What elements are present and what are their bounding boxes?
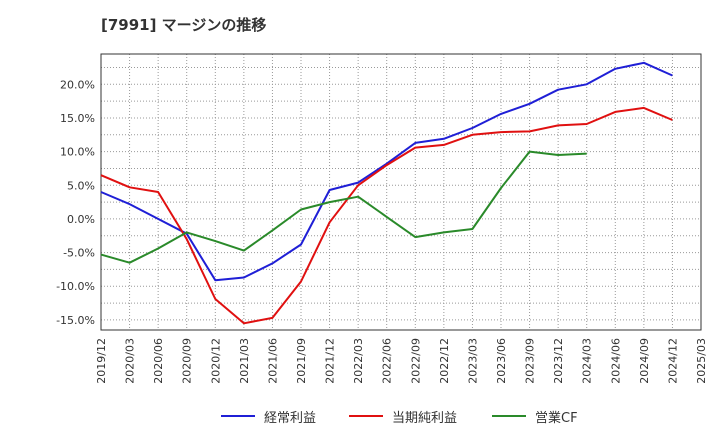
legend-swatch (492, 415, 526, 417)
series-layer (100, 61, 673, 325)
series-line-1 (100, 106, 673, 325)
x-tick-label: 2023/06 (495, 338, 508, 384)
y-tick-labels: 20.0% 15.0% 10.0% 5.0% 0.0% -5.0% -10.0% -15.0% (56, 78, 95, 327)
chart-title: [7991] マージンの推移 (101, 16, 267, 34)
x-tick-label: 2024/06 (609, 338, 622, 384)
x-tick-label: 2025/03 (695, 338, 708, 384)
grid-layer (101, 54, 701, 330)
legend-label: 経常利益 (264, 410, 317, 426)
legend: 経常利益 当期純利益 営業CF (0, 404, 720, 428)
y-tick-label: -5.0% (63, 247, 95, 260)
x-tick-label: 2020/09 (181, 338, 194, 384)
x-tick-label: 2021/09 (295, 338, 308, 384)
legend-swatch (221, 415, 255, 417)
x-tick-label: 2020/12 (209, 338, 222, 384)
x-tick-label: 2024/12 (666, 338, 679, 384)
x-tick-label: 2022/09 (409, 338, 422, 384)
legend-label: 当期純利益 (392, 410, 458, 426)
x-tick-label: 2021/12 (324, 338, 337, 384)
x-tick-labels: 2019/12 2020/03 2020/06 2020/09 2020/12 2021/… (95, 338, 708, 384)
legend-swatch (349, 415, 383, 417)
series-line-0 (100, 61, 673, 282)
y-tick-label: 10.0% (60, 146, 95, 159)
x-tick-label: 2020/03 (124, 338, 137, 384)
y-tick-label: 5.0% (67, 179, 95, 192)
x-tick-label: 2020/06 (152, 338, 165, 384)
x-tick-label: 2019/12 (95, 338, 108, 384)
legend-label: 営業CF (535, 410, 578, 426)
x-tick-label: 2024/09 (638, 338, 651, 384)
y-tick-label: 15.0% (60, 112, 95, 125)
plot-frame (100, 53, 702, 331)
x-tick-label: 2022/12 (438, 338, 451, 384)
x-tick-label: 2023/12 (552, 338, 565, 384)
y-tick-label: 20.0% (60, 78, 95, 91)
legend-item-series-2: 営業CF (492, 404, 578, 428)
x-tick-label: 2021/06 (266, 338, 279, 384)
x-tick-label: 2022/06 (381, 338, 394, 384)
legend-item-series-1: 当期純利益 (349, 404, 457, 428)
y-tick-label: -15.0% (56, 314, 95, 327)
y-tick-label: -10.0% (56, 280, 95, 293)
y-tick-label: 0.0% (67, 213, 95, 226)
x-tick-label: 2022/03 (352, 338, 365, 384)
x-tick-label: 2024/03 (581, 338, 594, 384)
x-tick-label: 2023/09 (524, 338, 537, 384)
x-tick-label: 2021/03 (238, 338, 251, 384)
series-line-2 (100, 150, 587, 264)
legend-item-series-0: 経常利益 (221, 404, 316, 428)
x-tick-label: 2023/03 (466, 338, 479, 384)
